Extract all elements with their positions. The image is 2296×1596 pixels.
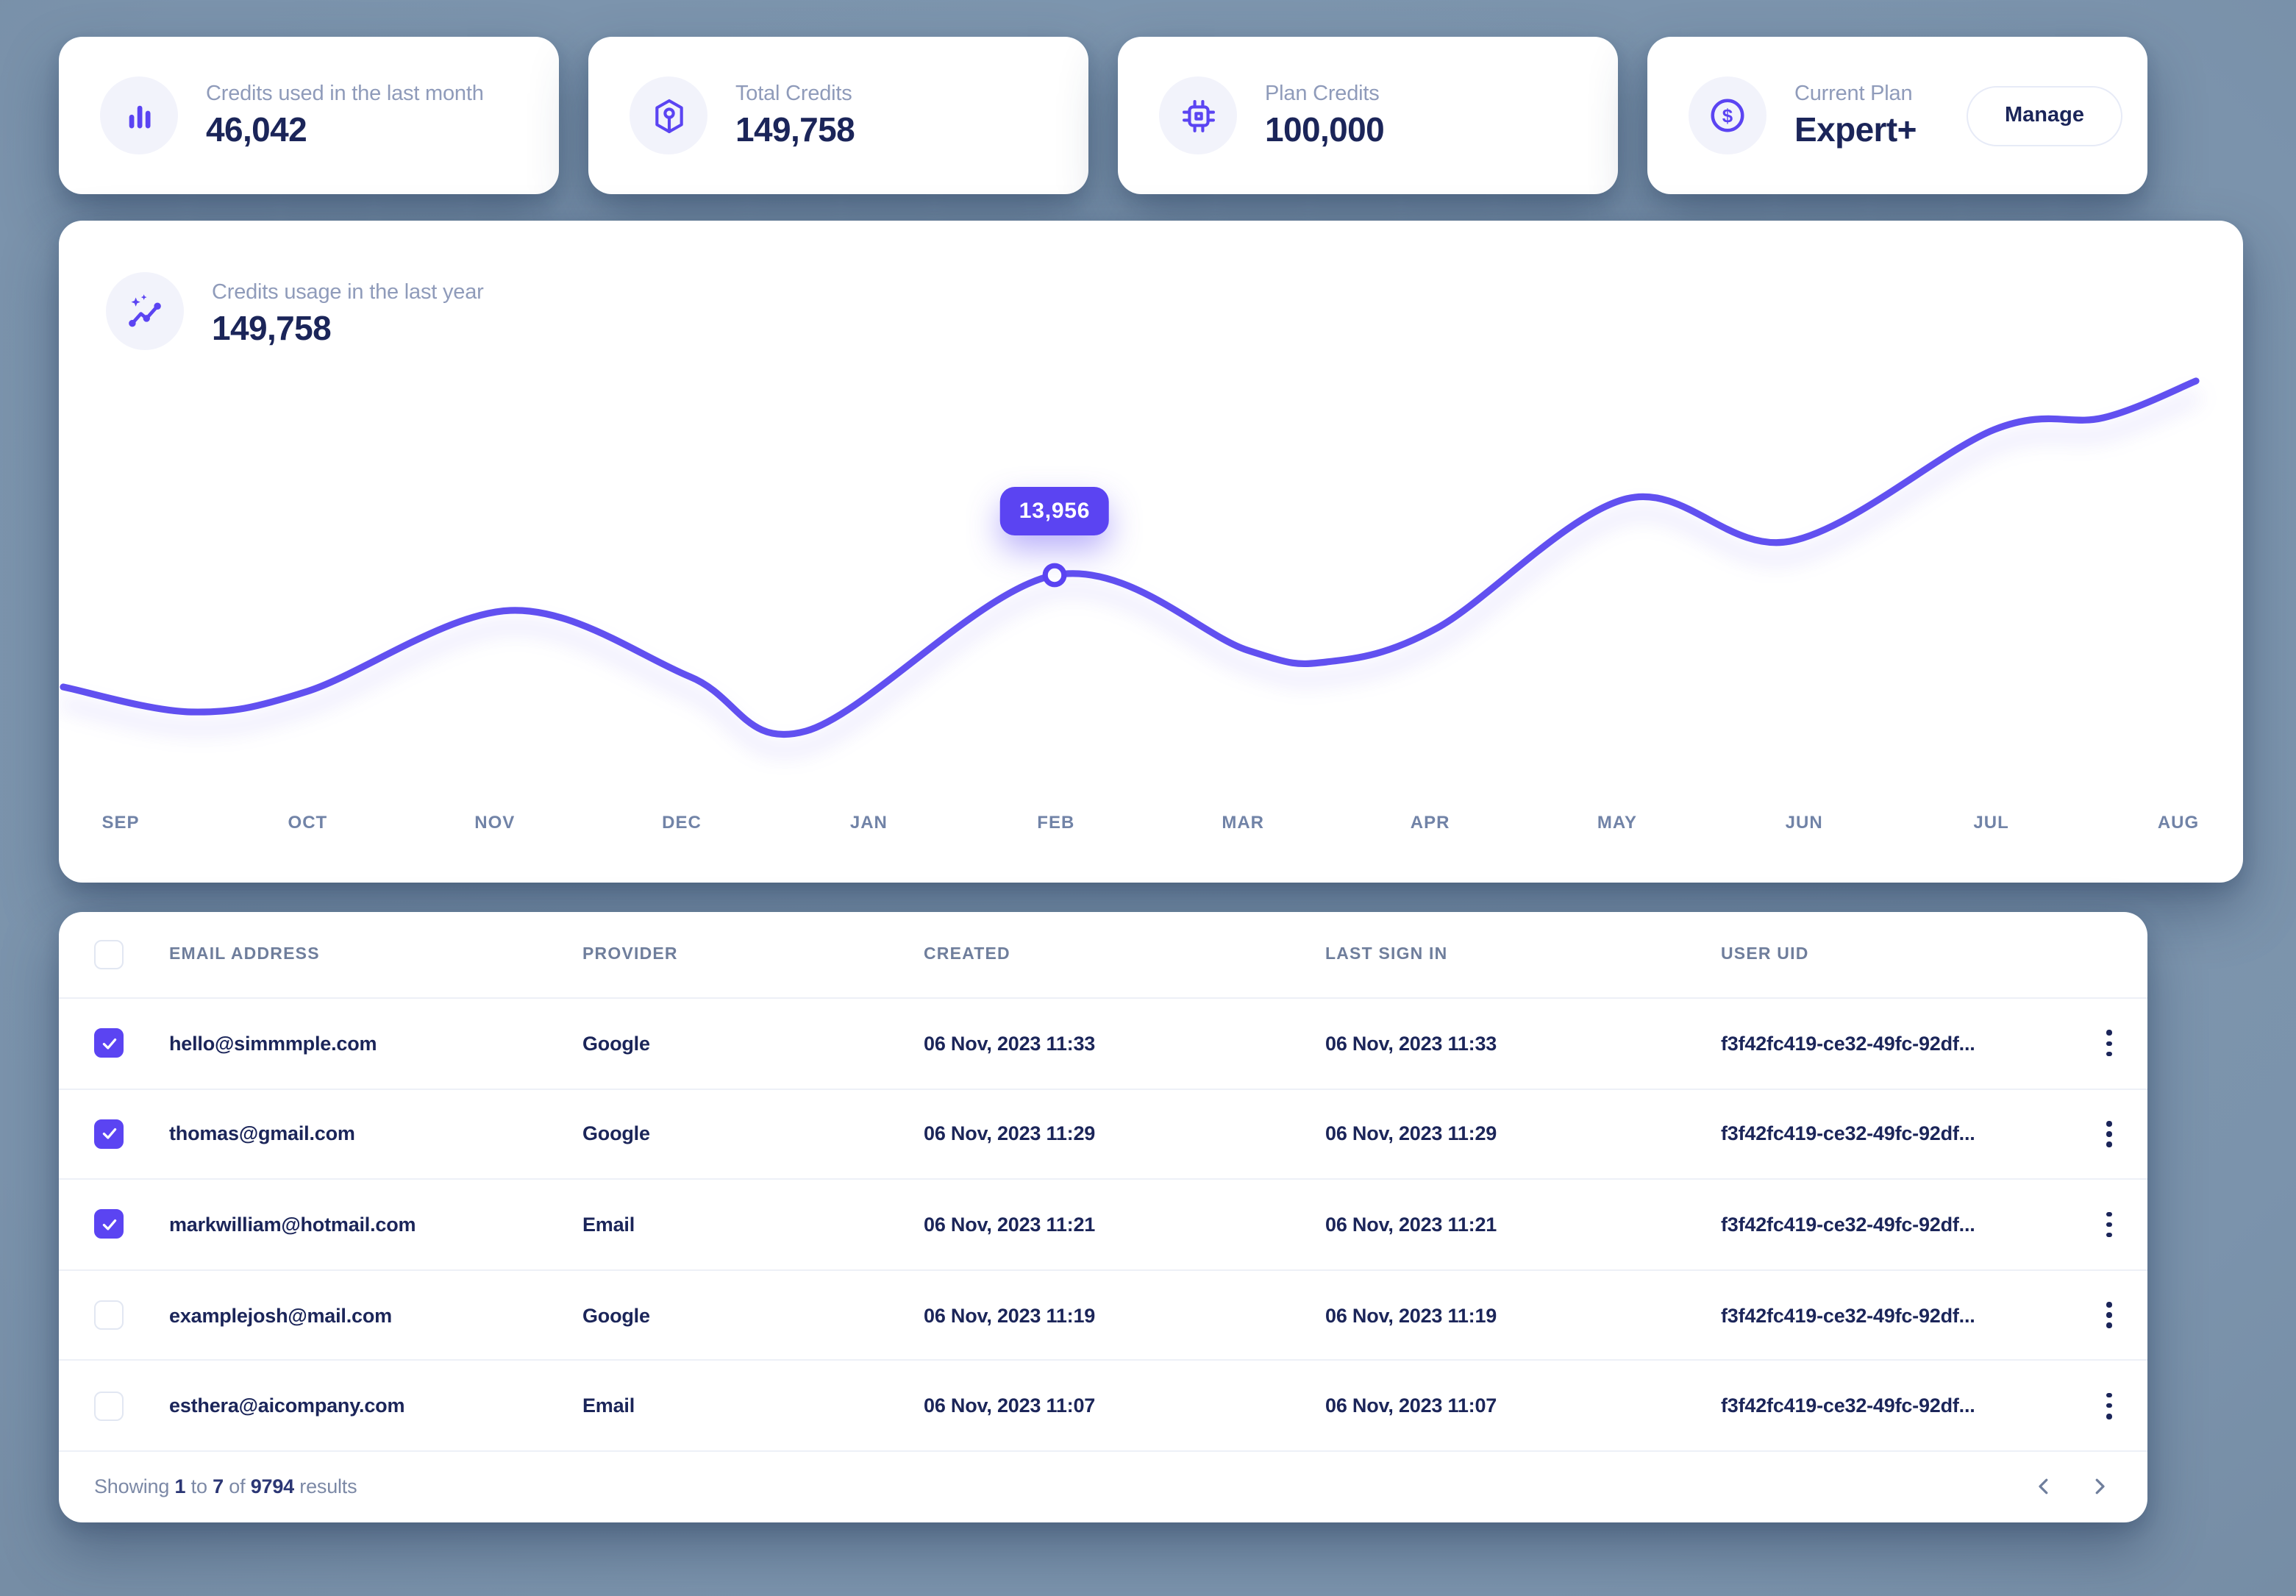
row-checkbox[interactable] (94, 1209, 124, 1239)
created-cell: 06 Nov, 2023 11:21 (924, 1213, 1096, 1236)
last-sign-in-cell: 06 Nov, 2023 11:07 (1325, 1394, 1497, 1417)
x-axis-label-aug: AUG (2157, 812, 2200, 833)
x-axis-label-nov: NOV (474, 812, 516, 833)
provider-cell: Google (582, 1032, 650, 1055)
bar-chart-icon (100, 76, 178, 154)
chart-title: Credits usage in the last year (212, 281, 484, 304)
user-uid-cell: f3f42fc419-ce32-49fc-92df... (1721, 1213, 1975, 1236)
provider-cell: Google (582, 1304, 650, 1327)
x-axis-label-may: MAY (1597, 812, 1638, 833)
user-uid-cell: f3f42fc419-ce32-49fc-92df... (1721, 1394, 1975, 1417)
stat-label: Current Plan (1794, 82, 1913, 105)
trend-line-icon (106, 272, 184, 350)
users-table-card: EMAIL ADDRESS PROVIDER CREATED LAST SIGN… (59, 912, 2147, 1522)
column-header-email: EMAIL ADDRESS (169, 946, 320, 963)
provider-cell: Email (582, 1213, 635, 1236)
chart-tooltip: 13,956 (999, 487, 1110, 535)
last-sign-in-cell: 06 Nov, 2023 11:29 (1325, 1122, 1497, 1145)
stat-card-total-credits: Total Credits 149,758 (588, 37, 1088, 194)
usage-line-chart[interactable] (59, 221, 2243, 883)
select-all-checkbox[interactable] (94, 940, 124, 969)
user-uid-cell: f3f42fc419-ce32-49fc-92df... (1721, 1304, 1975, 1327)
x-axis-month-labels: SEP OCT NOV DEC JAN FEB MAR APR MAY JUN JUL AUG (59, 812, 2243, 850)
provider-cell: Google (582, 1122, 650, 1145)
table-footer: Showing 1 to 7 of 9794 results (59, 1450, 2147, 1522)
chart-total-value: 149,758 (212, 309, 332, 347)
last-sign-in-cell: 06 Nov, 2023 11:19 (1325, 1304, 1497, 1327)
manage-plan-button[interactable]: Manage (1967, 85, 2122, 146)
provider-cell: Email (582, 1394, 635, 1417)
row-actions-kebab-icon[interactable] (2090, 1112, 2128, 1156)
user-uid-cell: f3f42fc419-ce32-49fc-92df... (1721, 1032, 1975, 1055)
stat-card-credits-used: Credits used in the last month 46,042 (59, 37, 559, 194)
stat-label: Credits used in the last month (206, 82, 484, 105)
table-row: esthera@aicompany.com Email 06 Nov, 2023 1… (59, 1361, 2147, 1450)
x-axis-label-feb: FEB (1037, 812, 1075, 833)
x-axis-label-apr: APR (1410, 812, 1450, 833)
previous-page-button[interactable] (2024, 1468, 2062, 1506)
email-cell: esthera@aicompany.com (169, 1394, 405, 1417)
column-header-last-sign-in: LAST SIGN IN (1325, 946, 1448, 963)
row-actions-kebab-icon[interactable] (2090, 1293, 2128, 1337)
table-row: hello@simmmple.com Google 06 Nov, 2023 11:… (59, 999, 2147, 1090)
package-icon (630, 76, 707, 154)
stat-label: Total Credits (735, 82, 852, 105)
x-axis-label-oct: OCT (288, 812, 328, 833)
created-cell: 06 Nov, 2023 11:29 (924, 1122, 1096, 1145)
last-sign-in-cell: 06 Nov, 2023 11:33 (1325, 1032, 1497, 1055)
chevron-left-icon (2038, 1479, 2047, 1495)
column-header-provider: PROVIDER (582, 946, 678, 963)
x-axis-label-jul: JUL (1973, 812, 2009, 833)
chevron-right-icon (2094, 1479, 2104, 1495)
stat-value: 46,042 (206, 110, 307, 148)
created-cell: 06 Nov, 2023 11:19 (924, 1304, 1096, 1327)
credits-usage-chart-card: Credits usage in the last year 149,758 1… (59, 221, 2243, 883)
email-cell: thomas@gmail.com (169, 1122, 355, 1145)
x-axis-label-jan: JAN (849, 812, 888, 833)
stat-value: 149,758 (735, 110, 855, 148)
stat-value: Expert+ (1794, 110, 1917, 148)
row-actions-kebab-icon[interactable] (2090, 1203, 2128, 1247)
row-checkbox[interactable] (94, 1028, 124, 1058)
created-cell: 06 Nov, 2023 11:07 (924, 1394, 1096, 1417)
results-count-text: Showing 1 to 7 of 9794 results (94, 1475, 357, 1498)
row-actions-kebab-icon[interactable] (2090, 1383, 2128, 1428)
x-axis-label-jun: JUN (1785, 812, 1823, 833)
table-row: markwilliam@hotmail.com Email 06 Nov, 2023… (59, 1180, 2147, 1271)
user-uid-cell: f3f42fc419-ce32-49fc-92df... (1721, 1122, 1975, 1145)
created-cell: 06 Nov, 2023 11:33 (924, 1032, 1096, 1055)
table-header-row: EMAIL ADDRESS PROVIDER CREATED LAST SIGN… (59, 912, 2147, 999)
table-row: thomas@gmail.com Google 06 Nov, 2023 11:29… (59, 1089, 2147, 1180)
dollar-icon: $ (1689, 76, 1766, 154)
x-axis-label-mar: MAR (1222, 812, 1265, 833)
chart-highlight-dot (1042, 563, 1067, 588)
column-header-user-uid: USER UID (1721, 946, 1809, 963)
row-checkbox[interactable] (94, 1300, 124, 1330)
svg-text:$: $ (1722, 107, 1733, 127)
stat-label: Plan Credits (1265, 82, 1380, 105)
email-cell: examplejosh@mail.com (169, 1304, 392, 1327)
stat-card-current-plan: $ Current Plan Expert+ Manage (1647, 37, 2147, 194)
row-actions-kebab-icon[interactable] (2090, 1022, 2128, 1066)
row-checkbox[interactable] (94, 1119, 124, 1149)
email-cell: markwilliam@hotmail.com (169, 1213, 416, 1236)
column-header-created: CREATED (924, 946, 1010, 963)
stat-card-plan-credits: Plan Credits 100,000 (1118, 37, 1618, 194)
stat-value: 100,000 (1265, 110, 1385, 148)
x-axis-label-sep: SEP (101, 812, 140, 833)
cpu-icon (1159, 76, 1237, 154)
next-page-button[interactable] (2080, 1468, 2118, 1506)
last-sign-in-cell: 06 Nov, 2023 11:21 (1325, 1213, 1497, 1236)
email-cell: hello@simmmple.com (169, 1032, 377, 1055)
row-checkbox[interactable] (94, 1391, 124, 1421)
table-row: examplejosh@mail.com Google 06 Nov, 2023 1… (59, 1271, 2147, 1361)
x-axis-label-dec: DEC (662, 812, 702, 833)
